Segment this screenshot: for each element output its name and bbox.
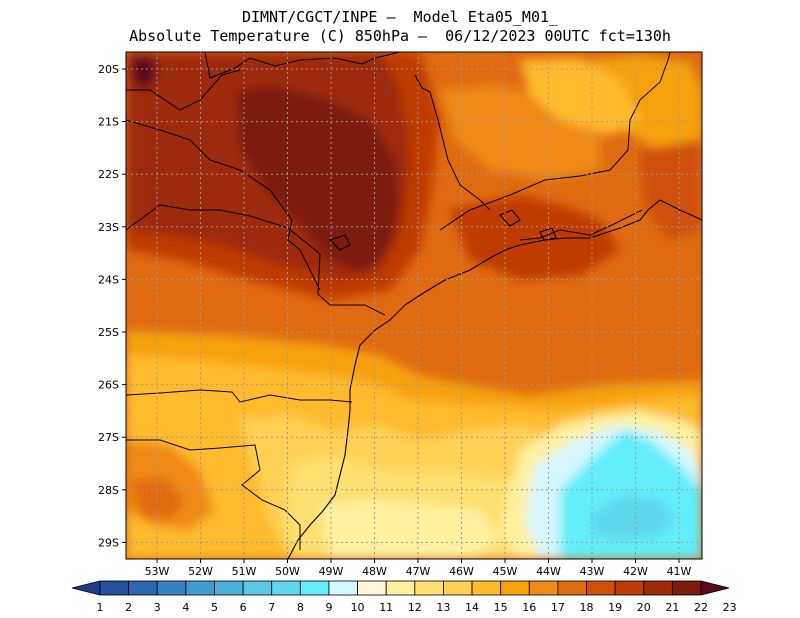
lat-label: 21S <box>98 116 119 129</box>
colorbar-swatch <box>471 580 502 596</box>
colorbar-swatch <box>99 580 130 596</box>
colorbar-label: 18 <box>580 601 594 614</box>
lon-label: 53W <box>145 565 170 578</box>
colorbar-swatch <box>528 580 559 596</box>
colorbar-swatch <box>385 580 416 596</box>
coastline <box>287 199 702 559</box>
colorbar-swatch <box>328 580 358 596</box>
colorbar-swatch <box>299 580 330 596</box>
colorbar-swatch <box>557 580 587 596</box>
lat-label: 20S <box>98 63 119 76</box>
colorbar-swatch <box>242 580 273 596</box>
colorbar-swatch <box>185 580 215 596</box>
lat-label: 22S <box>98 168 119 181</box>
colorbar-label: 6 <box>240 601 247 614</box>
colorbar-swatch <box>643 580 673 596</box>
colorbar-swatch <box>586 580 616 596</box>
colorbar-swatch <box>500 580 530 596</box>
colorbar-label: 3 <box>154 601 161 614</box>
colorbar-label: 12 <box>408 601 422 614</box>
map-frame <box>125 51 703 560</box>
colorbar-swatch <box>443 580 473 596</box>
colorbar-label: 10 <box>351 601 365 614</box>
colorbar-swatch <box>671 580 702 596</box>
colorbar-swatch <box>614 580 645 596</box>
lon-label: 52W <box>188 565 213 578</box>
lon-label: 49W <box>319 565 344 578</box>
lat-label: 27S <box>98 431 119 444</box>
latitude-labels: 20S 21S 22S 23S 24S 25S 26S 27S 28S 29S <box>98 63 126 549</box>
colorbar-label: 11 <box>379 601 393 614</box>
colorbar-label: 2 <box>125 601 132 614</box>
grid <box>126 52 702 559</box>
colorbar-label: 20 <box>637 601 651 614</box>
lat-label: 23S <box>98 221 119 234</box>
colorbar-swatch <box>414 580 444 596</box>
lon-label: 44W <box>536 565 561 578</box>
colorbar-swatch <box>156 580 187 596</box>
lat-label: 26S <box>98 379 119 392</box>
colorbar-label: 13 <box>436 601 450 614</box>
lat-label: 24S <box>98 273 119 286</box>
colorbar-label: 4 <box>182 601 189 614</box>
colorbar-label: 7 <box>268 601 275 614</box>
colorbar-label: 22 <box>694 601 708 614</box>
longitude-labels: 53W 52W 51W 50W 49W 48W 47W 46W 45W 44W 43W 42W 41W <box>145 559 692 578</box>
colorbar-swatch <box>271 580 301 596</box>
colorbar-label: 1 <box>97 601 104 614</box>
colorbar-arrow-low <box>71 580 101 596</box>
lon-label: 41W <box>667 565 692 578</box>
lat-label: 25S <box>98 326 119 339</box>
lon-label: 47W <box>406 565 431 578</box>
colorbar-label: 5 <box>211 601 218 614</box>
colorbar-label: 14 <box>465 601 479 614</box>
lon-label: 50W <box>275 565 300 578</box>
colorbar-label: 9 <box>325 601 332 614</box>
colorbar-swatch <box>128 580 158 596</box>
colorbar-arrow-high <box>700 580 730 596</box>
state-borders <box>126 52 671 550</box>
title-line-1: DIMNT/CGCT/INPE – Model Eta05_M01_ <box>241 8 559 26</box>
colorbar-label: 16 <box>522 601 536 614</box>
colorbar-label: 15 <box>494 601 508 614</box>
colorbar-label: 19 <box>608 601 622 614</box>
temperature-field <box>126 52 702 559</box>
lon-label: 43W <box>580 565 605 578</box>
colorbar-label: 17 <box>551 601 565 614</box>
lon-label: 48W <box>362 565 387 578</box>
colorbar-label: 23 <box>723 601 737 614</box>
colorbar: 1 2 3 4 5 6 7 8 9 10 11 12 13 14 15 16 17 18 19 20 21 22 23 <box>71 580 737 614</box>
lat-label: 28S <box>98 484 119 497</box>
colorbar-label: 21 <box>665 601 679 614</box>
title-line-2: Absolute Temperature (C) 850hPa – 06/12/… <box>129 27 671 45</box>
lon-label: 46W <box>449 565 474 578</box>
colorbar-label: 8 <box>297 601 304 614</box>
lon-label: 42W <box>623 565 648 578</box>
colorbar-swatch <box>357 580 387 596</box>
colorbar-swatch <box>214 580 244 596</box>
lat-label: 29S <box>98 536 119 549</box>
lon-label: 45W <box>493 565 518 578</box>
lon-label: 51W <box>232 565 257 578</box>
